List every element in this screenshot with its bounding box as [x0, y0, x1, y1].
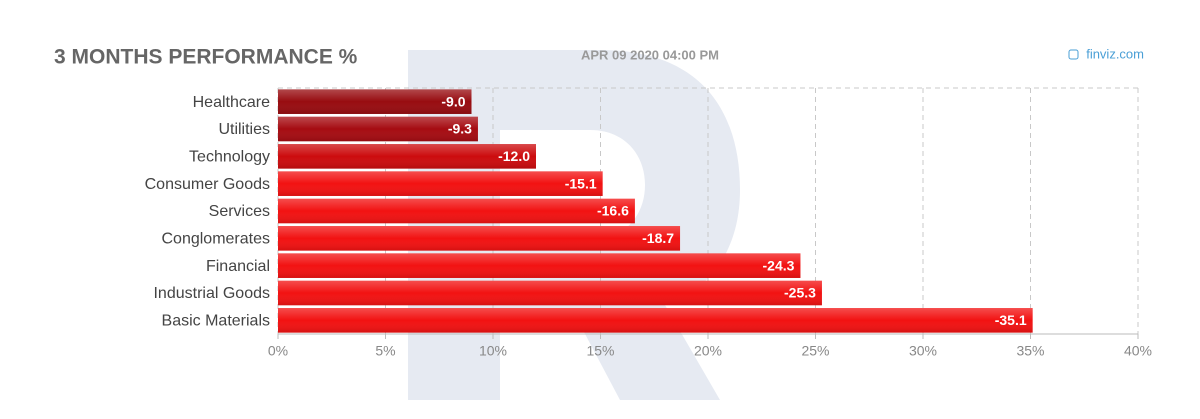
chart-subtitle: APR 09 2020 04:00 PM	[581, 47, 719, 62]
bar-shine	[278, 198, 635, 224]
value-label: -18.7	[642, 230, 674, 246]
bar-shine	[278, 226, 681, 251]
y-tick-label: Consumer Goods	[145, 176, 270, 193]
value-label: -25.3	[784, 285, 816, 301]
x-tick-label: 20%	[694, 343, 722, 359]
x-tick-label: 40%	[1124, 343, 1152, 359]
value-label: -16.6	[597, 203, 629, 219]
value-label: -9.3	[448, 121, 472, 137]
y-tick-label: Services	[209, 203, 270, 220]
bar-shine	[278, 253, 801, 278]
y-tick-label: Industrial Goods	[153, 285, 270, 302]
y-tick-label: Financial	[206, 258, 270, 275]
bar-shine	[278, 116, 478, 142]
value-label: -15.1	[565, 175, 597, 191]
x-tick-label: 15%	[586, 343, 614, 359]
value-label: -24.3	[763, 257, 795, 273]
bar-shine	[278, 280, 822, 306]
y-tick-label: Basic Materials	[162, 313, 270, 330]
y-tick-label: Conglomerates	[162, 231, 271, 248]
bar-shine	[278, 89, 472, 114]
y-tick-label: Utilities	[218, 121, 270, 138]
value-label: -12.0	[498, 148, 530, 164]
x-tick-label: 35%	[1016, 343, 1044, 359]
source-icon	[1068, 49, 1079, 60]
x-tick-label: 10%	[479, 343, 507, 359]
y-tick-label: Healthcare	[193, 94, 270, 111]
chart-title: 3 MONTHS PERFORMANCE %	[54, 46, 358, 69]
y-tick-label: Technology	[189, 149, 270, 166]
source: finviz.com	[1086, 46, 1144, 61]
x-tick-label: 30%	[909, 343, 937, 359]
bar-shine	[278, 144, 536, 169]
value-label: -35.1	[995, 312, 1027, 328]
bar-shine	[278, 171, 603, 196]
x-tick-label: 5%	[375, 343, 395, 359]
x-tick-label: 25%	[801, 343, 829, 359]
value-label: -9.0	[441, 93, 465, 109]
x-tick-label: 0%	[268, 343, 288, 359]
bar-shine	[278, 308, 1033, 333]
